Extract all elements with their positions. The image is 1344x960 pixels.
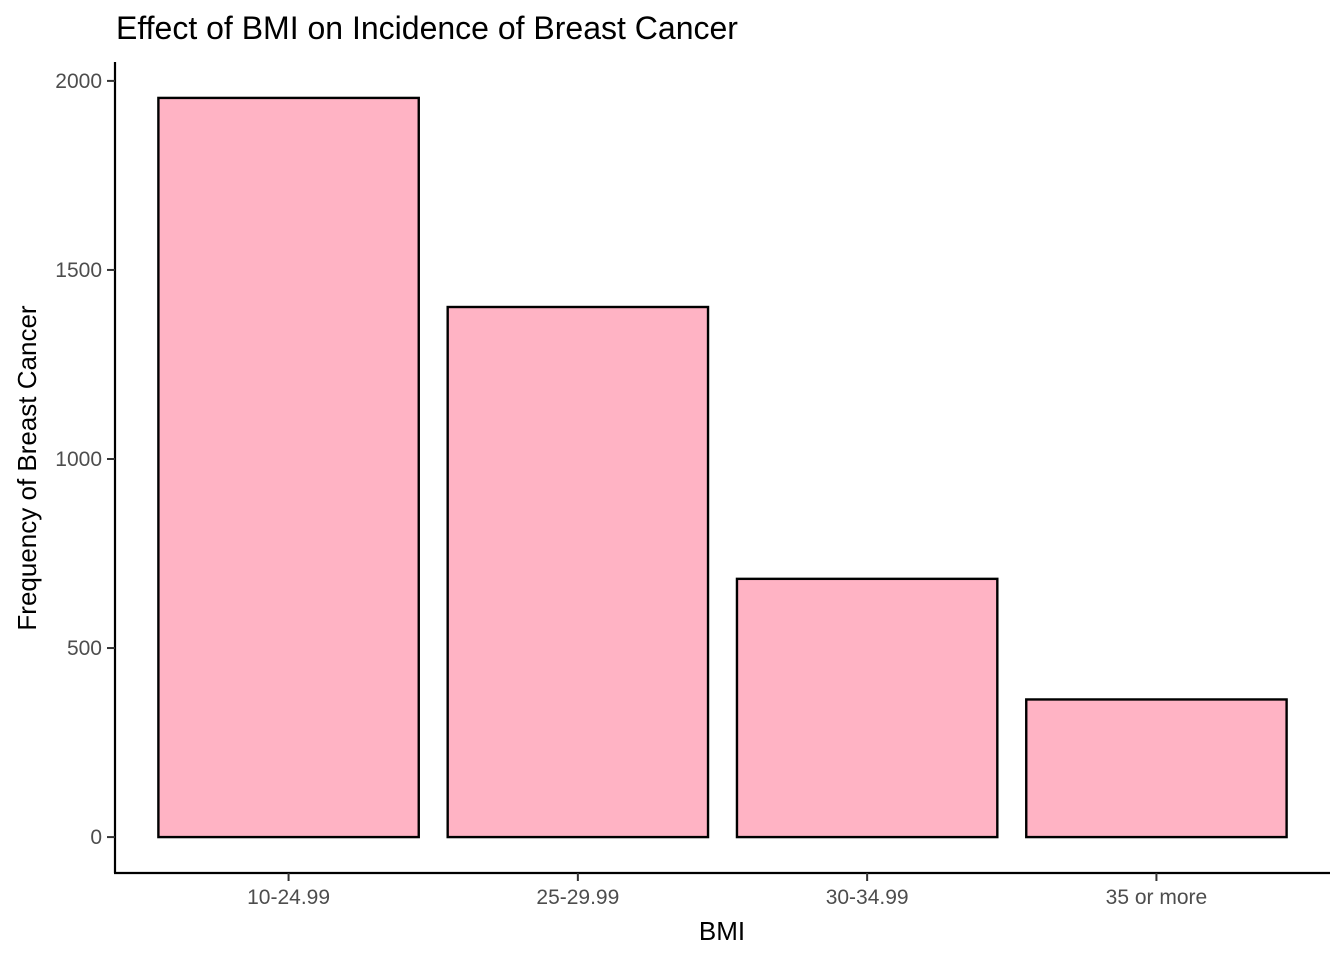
y-tick-label: 1000 xyxy=(55,448,102,471)
y-axis-label: Frequency of Breast Cancer xyxy=(12,305,42,630)
y-tick-label: 2000 xyxy=(55,70,102,93)
x-axis-ticks: 10-24.99 25-29.99 30-34.99 35 or more xyxy=(247,873,1207,909)
y-tick-label: 1500 xyxy=(55,259,102,282)
plot-area xyxy=(157,96,1288,839)
chart-title: Effect of BMI on Incidence of Breast Can… xyxy=(116,10,738,46)
x-tick-label: 35 or more xyxy=(1106,886,1208,909)
bar-35-or-more xyxy=(1025,698,1288,839)
y-tick-label: 0 xyxy=(90,826,102,849)
bar-25-29-99 xyxy=(446,305,710,839)
x-tick-label: 25-29.99 xyxy=(536,886,619,909)
y-axis-ticks: 0 500 1000 1500 2000 xyxy=(55,70,115,849)
bar-30-34-99 xyxy=(735,577,999,839)
bar-10-24-99 xyxy=(157,96,420,839)
x-tick-label: 10-24.99 xyxy=(247,886,330,909)
y-tick-label: 500 xyxy=(67,637,102,660)
x-tick-label: 30-34.99 xyxy=(826,886,909,909)
x-axis-label: BMI xyxy=(699,916,745,946)
